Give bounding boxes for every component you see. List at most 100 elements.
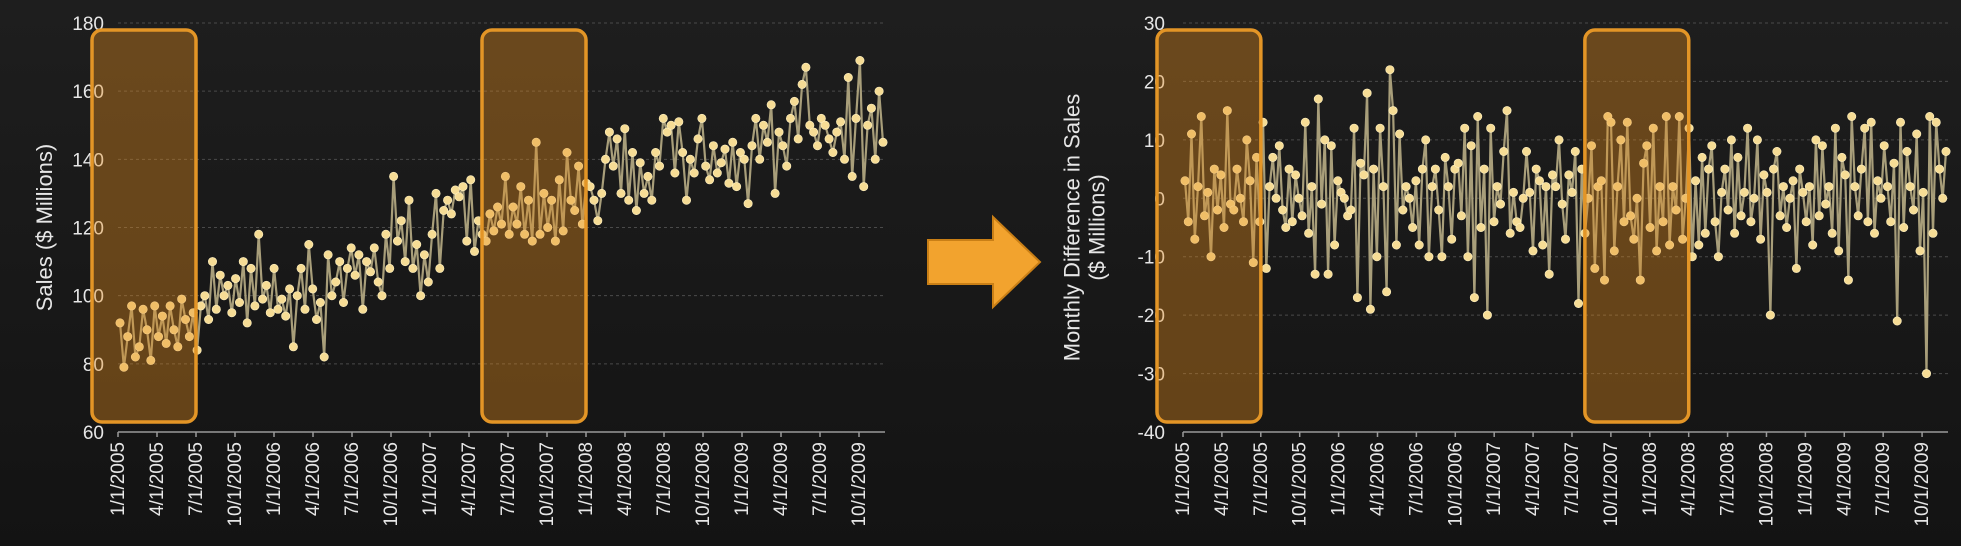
data-point [1778, 182, 1788, 192]
data-point [1935, 164, 1945, 174]
data-point [1700, 228, 1710, 238]
data-point [1824, 182, 1834, 192]
data-point [1531, 164, 1541, 174]
data-point [1203, 187, 1213, 197]
data-point [1645, 223, 1655, 233]
data-point [743, 199, 753, 209]
data-point [1567, 187, 1577, 197]
data-point [1642, 141, 1652, 151]
data-point [812, 141, 822, 151]
y-tick-label: -40 [1138, 423, 1165, 444]
x-tick-label: 4/1/2006 [303, 442, 324, 516]
data-point [331, 277, 341, 287]
data-point [1661, 112, 1671, 122]
data-point [1668, 182, 1678, 192]
data-point [1437, 252, 1447, 262]
data-point [1765, 310, 1775, 320]
data-point [631, 206, 641, 216]
data-point [123, 332, 133, 342]
data-point [1304, 228, 1314, 238]
x-tick-label: 1/1/2008 [1640, 442, 1661, 516]
data-point [443, 195, 453, 205]
data-point [150, 301, 160, 311]
data-point [624, 195, 634, 205]
data-point [762, 137, 772, 147]
data-point [1762, 187, 1772, 197]
data-point [1606, 117, 1616, 127]
data-point [874, 86, 884, 96]
x-tick-label: 10/1/2007 [537, 442, 558, 527]
data-point [1482, 310, 1492, 320]
data-point [373, 277, 383, 287]
data-point [1746, 217, 1756, 227]
data-point [1356, 158, 1366, 168]
data-point [427, 229, 437, 239]
x-tick-label: 1/1/2009 [1795, 442, 1816, 516]
data-point [235, 297, 245, 307]
data-point [1421, 135, 1431, 145]
y-tick-label: 140 [72, 150, 104, 171]
data-point [138, 304, 148, 314]
data-point [1941, 147, 1951, 157]
data-point [1798, 187, 1808, 197]
data-point [527, 236, 537, 246]
data-point [839, 154, 849, 164]
data-point [1639, 158, 1649, 168]
data-point [254, 229, 264, 239]
data-point [1216, 170, 1226, 180]
data-point [184, 332, 194, 342]
data-point [1489, 217, 1499, 227]
data-point [300, 304, 310, 314]
data-point [855, 55, 865, 65]
data-point [127, 301, 137, 311]
data-point [1297, 211, 1307, 221]
data-point [512, 219, 522, 229]
data-point [1294, 193, 1304, 203]
data-point [1590, 263, 1600, 273]
data-point [227, 308, 237, 318]
data-point [1469, 293, 1479, 303]
data-point [1837, 152, 1847, 162]
data-point [774, 127, 784, 137]
monthly-difference-chart: -40-30-20-1001020301/1/20054/1/20057/1/2… [1059, 14, 1951, 527]
data-point [1541, 182, 1551, 192]
data-point [1674, 112, 1684, 122]
x-tick-label: 7/1/2008 [1718, 442, 1739, 516]
data-point [1375, 123, 1385, 133]
data-point [1505, 228, 1515, 238]
data-point [1626, 211, 1636, 221]
data-point [273, 304, 283, 314]
x-tick-label: 4/1/2006 [1367, 442, 1388, 516]
data-point [1274, 141, 1284, 151]
data-point [1860, 123, 1870, 133]
data-point [315, 297, 325, 307]
data-point [1870, 228, 1880, 238]
data-point [1619, 217, 1629, 227]
data-point [1313, 94, 1323, 104]
data-point [1307, 182, 1317, 192]
x-tick-label: 4/1/2005 [147, 442, 168, 516]
x-tick-label: 1/1/2006 [1329, 442, 1350, 516]
data-point [504, 229, 514, 239]
data-point [1622, 117, 1632, 127]
data-point [1502, 106, 1512, 116]
data-point [616, 188, 626, 198]
data-point [1473, 112, 1483, 122]
data-point [1743, 123, 1753, 133]
data-point [1899, 223, 1909, 233]
data-point [670, 168, 680, 178]
data-point [292, 291, 302, 301]
data-point [1931, 117, 1941, 127]
data-point [204, 314, 214, 324]
data-point [362, 257, 372, 267]
data-point [647, 195, 657, 205]
data-point [1704, 164, 1714, 174]
data-point [327, 291, 337, 301]
data-point [1359, 170, 1369, 180]
data-point [828, 148, 838, 158]
data-point [142, 325, 152, 335]
data-point [1736, 211, 1746, 221]
data-point [662, 127, 672, 137]
data-point [1479, 164, 1489, 174]
data-point [1756, 234, 1766, 244]
